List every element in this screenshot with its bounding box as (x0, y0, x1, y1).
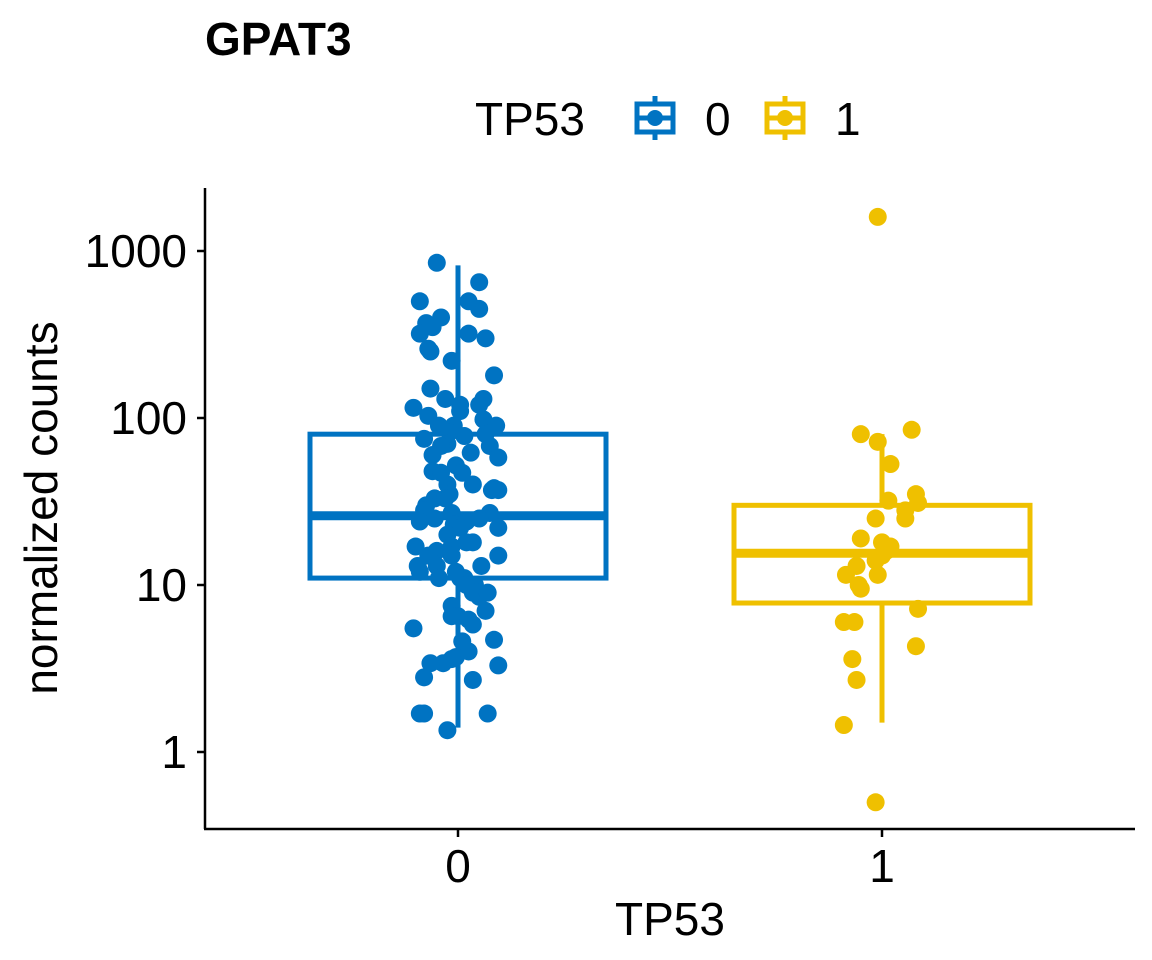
data-point (478, 704, 497, 723)
data-point (866, 793, 885, 812)
data-point (476, 601, 495, 620)
data-point (415, 668, 434, 687)
legend-title: TP53 (475, 93, 585, 145)
data-point (489, 518, 508, 537)
data-point (410, 512, 429, 531)
data-point (470, 395, 489, 414)
data-point (427, 253, 446, 272)
data-point (472, 556, 491, 575)
data-point (463, 583, 482, 602)
data-point (896, 509, 915, 528)
series-1 (731, 207, 1033, 812)
data-point (442, 546, 461, 565)
y-tick-label: 100 (110, 392, 187, 444)
data-point (836, 565, 855, 584)
data-point (463, 670, 482, 689)
data-point (463, 615, 482, 634)
data-point (436, 489, 455, 508)
x-axis-label: TP53 (615, 893, 725, 945)
chart-title: GPAT3 (205, 13, 352, 65)
data-point (461, 443, 480, 462)
legend: TP53 0 1 (475, 93, 861, 145)
data-point (434, 654, 453, 673)
data-point (429, 569, 448, 588)
data-point (463, 533, 482, 552)
data-point (909, 599, 928, 618)
data-point (485, 366, 504, 385)
data-point (410, 324, 429, 343)
data-point (851, 579, 870, 598)
y-tick-label: 1 (161, 726, 187, 778)
data-point (442, 351, 461, 370)
data-point (470, 273, 489, 292)
data-point (470, 299, 489, 318)
data-point (404, 398, 423, 417)
data-point (404, 619, 423, 638)
data-point (415, 429, 434, 448)
data-point (421, 654, 440, 673)
data-point (421, 342, 440, 361)
data-point (438, 721, 457, 740)
data-point (868, 565, 887, 584)
y-tick-label: 1000 (85, 225, 187, 277)
data-point (851, 425, 870, 444)
data-point (463, 475, 482, 494)
legend-key-1 (764, 96, 806, 140)
data-point (879, 491, 898, 510)
x-tick-label: 0 (445, 840, 471, 892)
data-point (476, 329, 495, 348)
data-point (459, 324, 478, 343)
y-axis-label: normalized counts (15, 321, 67, 694)
data-point (451, 402, 470, 421)
legend-key-point (777, 110, 793, 126)
data-point (455, 427, 474, 446)
data-point (868, 207, 887, 226)
data-point (843, 650, 862, 669)
plot-area (307, 207, 1033, 812)
data-point (834, 716, 853, 735)
data-point (489, 448, 508, 467)
data-point (415, 704, 434, 723)
data-point (442, 607, 461, 626)
data-point (868, 432, 887, 451)
y-tick-label: 10 (136, 559, 187, 611)
series-0 (307, 253, 609, 740)
data-point (423, 446, 442, 465)
data-point (436, 389, 455, 408)
legend-key-0 (634, 96, 676, 140)
data-point (478, 583, 497, 602)
data-point (453, 463, 472, 482)
data-point (851, 529, 870, 548)
data-point (489, 546, 508, 565)
data-point (410, 562, 429, 581)
legend-label: 1 (835, 93, 861, 145)
axes: 1 10 100 1000 0 1 (85, 188, 1135, 892)
legend-label: 0 (705, 93, 731, 145)
data-point (425, 509, 444, 528)
data-point (847, 670, 866, 689)
data-point (410, 292, 429, 311)
x-tick-label: 1 (869, 840, 895, 892)
data-point (406, 537, 425, 556)
data-point (485, 630, 504, 649)
legend-key-point (647, 110, 663, 126)
data-point (866, 551, 885, 570)
data-point (489, 481, 508, 500)
data-point (881, 455, 900, 474)
data-point (421, 379, 440, 398)
data-point (845, 613, 864, 632)
data-point (902, 420, 921, 439)
data-point (489, 656, 508, 675)
data-point (906, 637, 925, 656)
data-point (866, 509, 885, 528)
